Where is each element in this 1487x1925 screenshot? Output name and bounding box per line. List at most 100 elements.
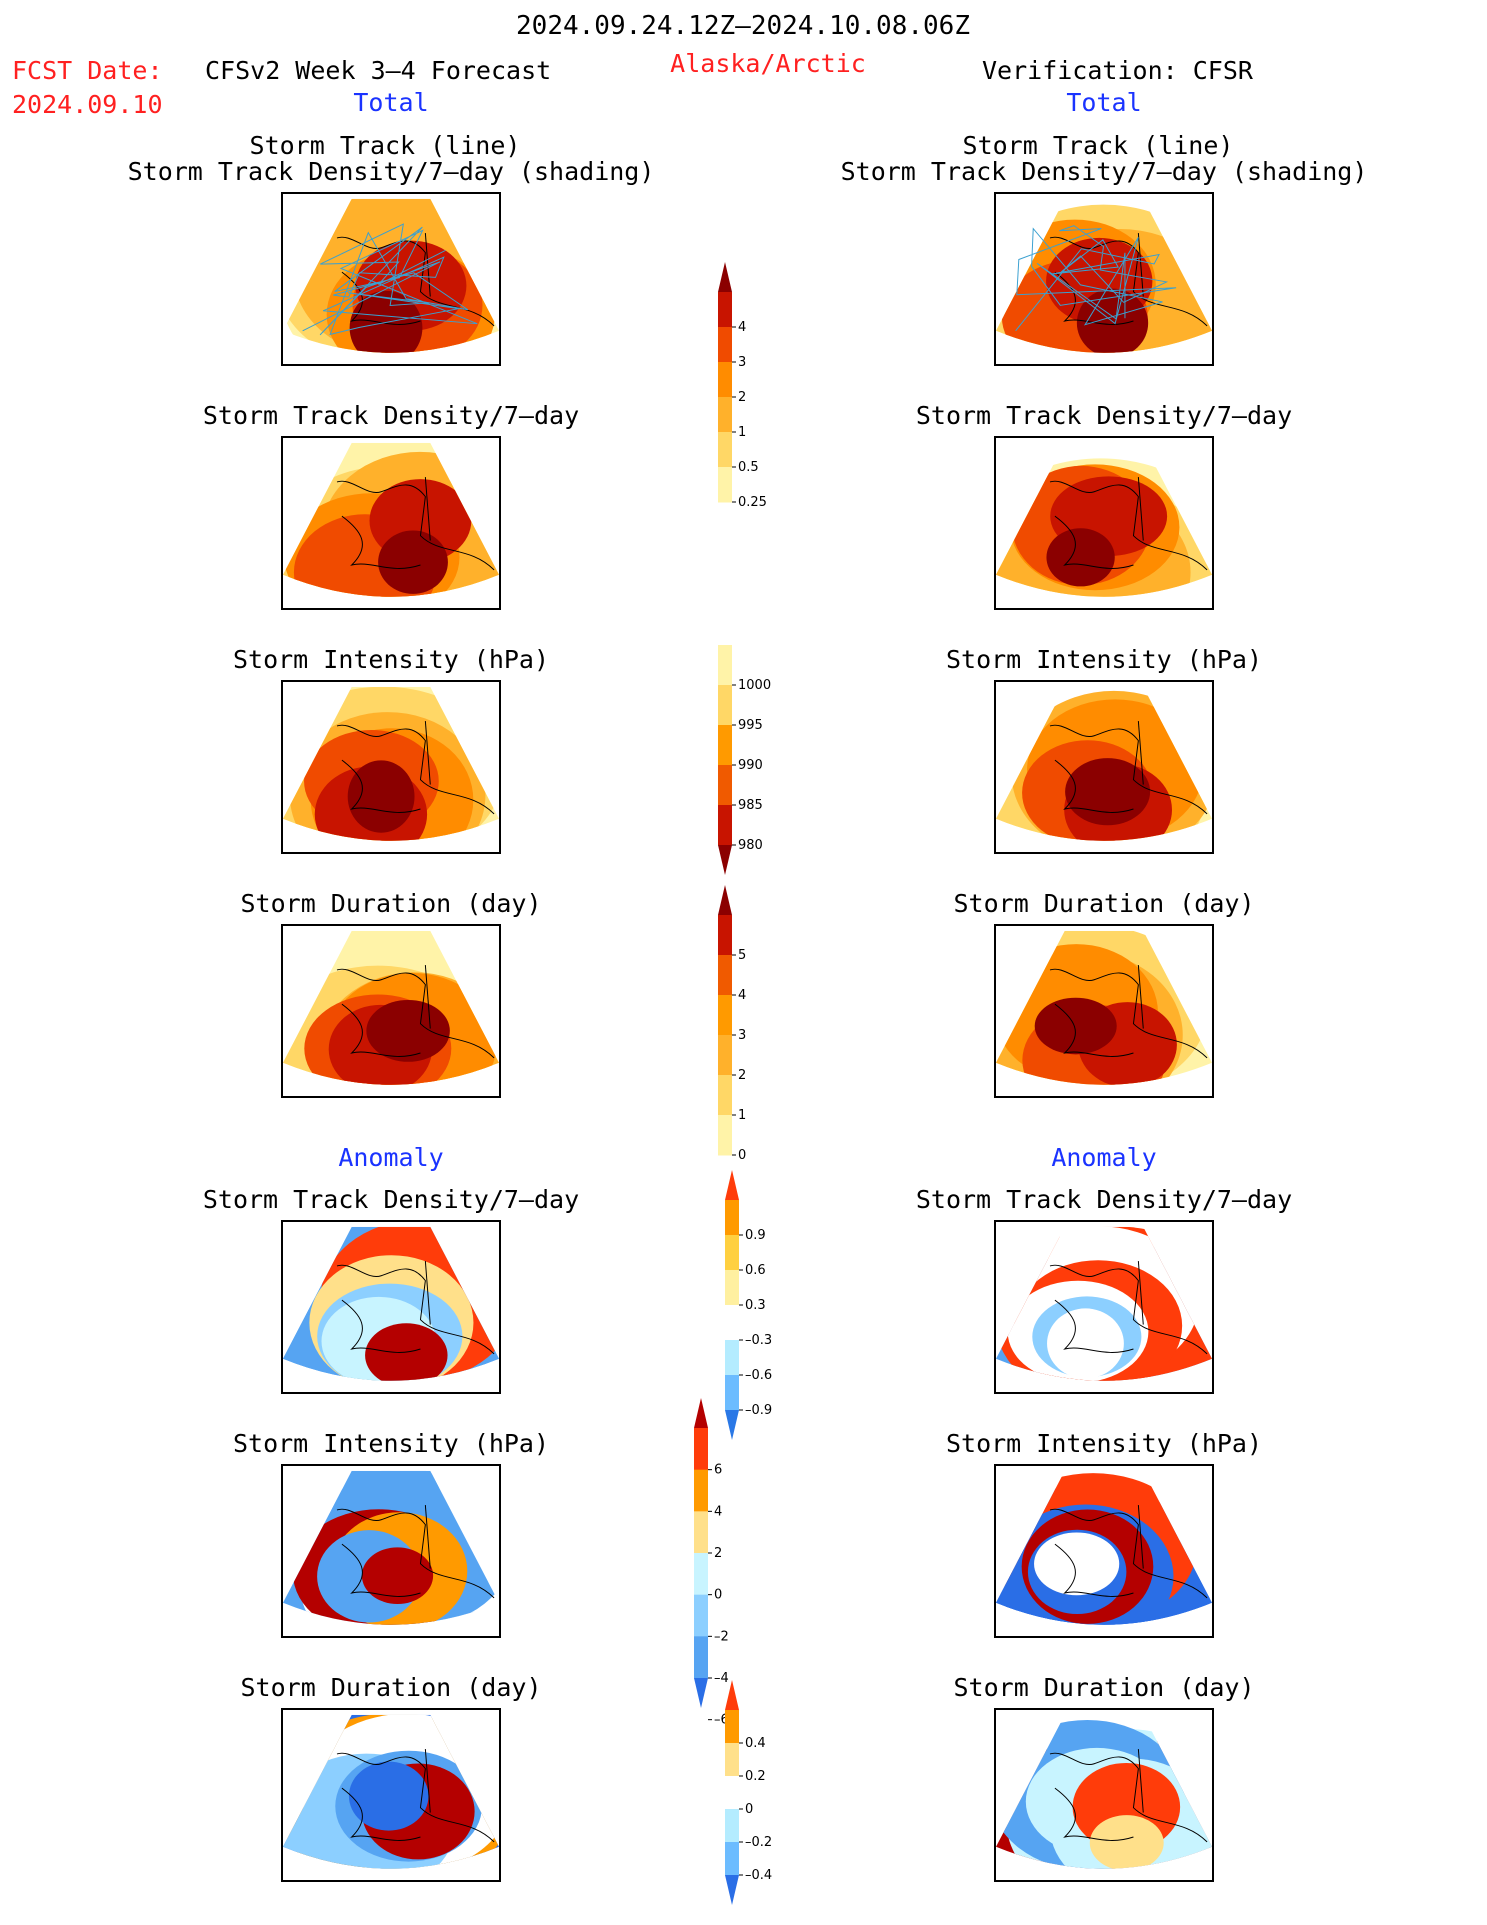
- left-density-map: [281, 436, 501, 610]
- left-duration-anom-title: Storm Duration (day): [240, 1673, 542, 1702]
- colorbar-tick-label: 985: [738, 798, 763, 813]
- colorbar-tick-label: –0.2: [745, 1835, 772, 1850]
- border-line: [424, 965, 431, 1029]
- left-intensity-anomaly-map: [281, 1464, 501, 1638]
- right-duration-anom-title: Storm Duration (day): [953, 1673, 1255, 1702]
- right-density-map: [994, 436, 1214, 610]
- left-intensity-title: Storm Intensity (hPa): [232, 645, 550, 674]
- right-track-title-2: Storm Track Density/7–day (shading): [840, 157, 1368, 186]
- right-intensity-title: Storm Intensity (hPa): [945, 645, 1263, 674]
- left-density-anom-title: Storm Track Density/7–day: [202, 1185, 580, 1214]
- right-storm-track-map: [994, 192, 1214, 366]
- coastline: [336, 480, 495, 571]
- colorbar-box: [718, 915, 732, 956]
- colorbar-box: [718, 725, 732, 766]
- border-line: [424, 1505, 431, 1569]
- colorbar-tick-label: 0: [745, 1802, 753, 1817]
- right-total-label: Total: [1066, 88, 1142, 117]
- colorbar-tick-label: 4: [738, 320, 746, 335]
- coastline: [1049, 1508, 1208, 1599]
- left-track-title-1: Storm Track (line): [249, 131, 521, 160]
- colorbar-tick-label: 0.6: [745, 1263, 766, 1278]
- border-line: [1137, 721, 1144, 785]
- coastline: [1049, 236, 1208, 327]
- field-patch: [348, 1761, 429, 1831]
- storm-track-line: [1015, 225, 1177, 332]
- colorbar-box: [718, 362, 732, 398]
- density-total-colorbar: 4 3 2 1 0.5 0.25: [718, 262, 778, 510]
- colorbar-box: [725, 1743, 739, 1777]
- right-duration-anomaly-map: [994, 1708, 1214, 1882]
- left-density-title: Storm Track Density/7–day: [202, 401, 580, 430]
- colorbar-box: [725, 1340, 739, 1376]
- colorbar-tick-label: 990: [738, 758, 763, 773]
- colorbar-box: [725, 1200, 739, 1236]
- border-line: [424, 721, 431, 785]
- coastline: [1049, 1264, 1208, 1355]
- right-track-title-1: Storm Track (line): [962, 131, 1234, 160]
- field-patch: [1065, 758, 1151, 826]
- coastline: [336, 968, 495, 1059]
- coastline: [336, 1264, 495, 1355]
- field-patch: [1089, 1815, 1164, 1869]
- colorbar-box: [694, 1428, 708, 1471]
- field-patch: [1046, 528, 1115, 587]
- field-patch: [365, 1323, 448, 1381]
- colorbar-tick-label: 4: [714, 1504, 722, 1519]
- right-duration-map: [994, 924, 1214, 1098]
- right-intensity-anomaly-map: [994, 1464, 1214, 1638]
- colorbar-box: [718, 397, 732, 433]
- colorbar-bottom-arrow: [694, 1678, 708, 1708]
- colorbar-tick-label: 1: [738, 425, 746, 440]
- colorbar-box: [694, 1594, 708, 1637]
- colorbar-box: [694, 1469, 708, 1512]
- region-title: Alaska/Arctic: [670, 49, 866, 78]
- colorbar-box: [725, 1235, 739, 1271]
- left-total-label: Total: [353, 88, 429, 117]
- colorbar-tick-label: –0.9: [745, 1403, 772, 1418]
- colorbar-box: [725, 1776, 739, 1810]
- colorbar-bottom-arrow: [718, 845, 732, 875]
- right-duration-title: Storm Duration (day): [953, 889, 1255, 918]
- field-patch: [1034, 997, 1117, 1055]
- right-intensity-map: [994, 680, 1214, 854]
- colorbar-tick-label: 2: [738, 1068, 746, 1083]
- field-patch: [1034, 1532, 1120, 1596]
- colorbar-box: [694, 1511, 708, 1554]
- density-anomaly-colorbar: 0.9 0.6 0.3 –0.3 –0.6 –0.9: [725, 1170, 785, 1444]
- colorbar-box: [718, 765, 732, 806]
- colorbar-tick-label: 3: [738, 355, 746, 370]
- colorbar-tick-label: 0.3: [745, 1298, 766, 1313]
- border-line: [424, 477, 431, 541]
- fcst-date-label: FCST Date:: [12, 56, 163, 85]
- coastline: [336, 1508, 495, 1599]
- left-duration-title: Storm Duration (day): [240, 889, 542, 918]
- fcst-date-value: 2024.09.10: [12, 90, 163, 119]
- colorbar-box: [694, 1553, 708, 1596]
- colorbar-tick-label: 1000: [738, 678, 771, 693]
- colorbar-tick-label: 0: [714, 1588, 722, 1603]
- model-title: CFSv2 Week 3–4 Forecast: [205, 56, 552, 85]
- duration-anomaly-colorbar: 0.4 0.2 0 –0.2 –0.4: [725, 1680, 785, 1909]
- storm-track-line: [302, 223, 478, 336]
- colorbar-box: [718, 432, 732, 468]
- coastline: [1049, 1752, 1208, 1843]
- colorbar-tick-label: –2: [714, 1629, 729, 1644]
- colorbar-top-arrow: [718, 885, 732, 915]
- colorbar-tick-label: 4: [738, 988, 746, 1003]
- colorbar-tick-label: 0.25: [738, 495, 767, 510]
- colorbar-box: [718, 1115, 732, 1156]
- right-anomaly-label: Anomaly: [1051, 1143, 1157, 1172]
- colorbar-box: [725, 1809, 739, 1843]
- coastline: [1049, 968, 1208, 1059]
- colorbar-tick-label: 0.2: [745, 1769, 766, 1784]
- colorbar-tick-label: 0.5: [738, 460, 759, 475]
- colorbar-tick-label: 2: [738, 390, 746, 405]
- colorbar-box: [718, 805, 732, 846]
- right-density-anomaly-map: [994, 1220, 1214, 1394]
- colorbar-box: [718, 467, 732, 503]
- colorbar-box: [718, 292, 732, 328]
- colorbar-box: [718, 1075, 732, 1116]
- colorbar-tick-label: 1: [738, 1108, 746, 1123]
- intensity-total-colorbar: 1000 995 990 985 980: [718, 645, 778, 879]
